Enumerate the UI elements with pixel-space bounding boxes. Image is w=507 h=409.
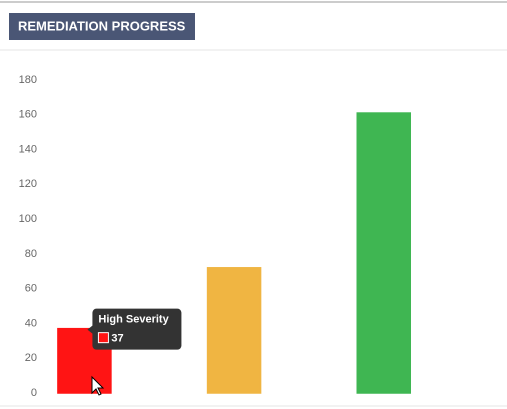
tooltip-swatch xyxy=(97,332,109,344)
tooltip-box xyxy=(87,308,182,350)
widget-title: REMEDIATION PROGRESS xyxy=(18,18,186,33)
y-tick-label: 80 xyxy=(25,248,37,260)
tooltip-value: 37 xyxy=(111,333,123,345)
mouse-cursor xyxy=(91,375,105,396)
y-tick-label: 20 xyxy=(25,352,37,364)
y-tick-label: 140 xyxy=(19,143,37,155)
y-tick-label: 0 xyxy=(31,387,37,399)
y-tick-label: 100 xyxy=(19,213,37,225)
y-tick-label: 40 xyxy=(25,317,37,329)
bar xyxy=(356,112,411,394)
y-tick-label: 180 xyxy=(19,74,37,86)
bar xyxy=(206,267,262,394)
tooltip-title: High Severity xyxy=(98,314,169,326)
title-badge xyxy=(9,13,195,40)
y-tick-label: 160 xyxy=(19,109,37,121)
y-tick-label: 60 xyxy=(25,283,37,295)
y-tick-label: 120 xyxy=(19,178,37,190)
